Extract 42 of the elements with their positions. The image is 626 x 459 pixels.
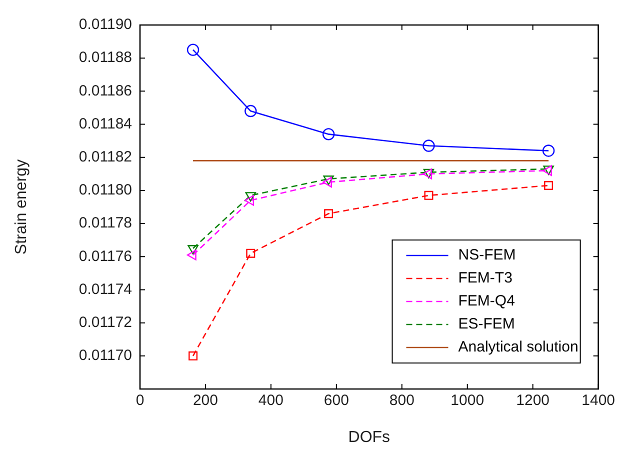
legend-label: FEM-Q4 [458,292,515,310]
x-tick-label: 1200 [516,392,550,410]
point [188,245,198,254]
y-tick-label: 0.01180 [78,182,132,199]
point [186,44,200,56]
x-tick-label: 400 [258,392,284,410]
x-tick-label: 1400 [582,392,616,410]
legend-label: NS-FEM [458,246,516,264]
point [188,351,198,360]
y-tick-label: 0.01178 [78,214,132,232]
point [422,140,435,152]
y-tick-label: 0.01188 [78,49,132,66]
y-tick-label: 0.01186 [78,82,132,100]
point [245,192,256,202]
y-tick-label: 0.01182 [78,148,132,166]
point [244,195,254,206]
x-tick-label: 0 [136,392,144,410]
point [324,209,334,218]
point [542,144,555,157]
point [544,181,554,190]
point [424,190,434,200]
point [323,176,334,185]
x-tick-label: 600 [324,392,349,410]
y-tick-label: 0.01176 [78,248,132,265]
legend-label: ES-FEM [458,316,515,333]
x-axis-title: DOFs [348,428,390,446]
legend-label: FEM-T3 [458,270,512,287]
point [244,104,257,118]
y-axis-title: Strain energy [13,159,30,255]
point [246,248,256,258]
y-tick-label: 0.01184 [78,115,132,132]
y-tick-label: 0.01170 [78,347,132,364]
x-tick-label: 200 [192,392,218,410]
point [186,250,196,260]
point [322,128,335,140]
legend-label: Analytical solution [458,338,578,356]
point [322,176,332,188]
x-tick-label: 1000 [450,392,484,410]
y-tick-label: 0.01174 [78,280,132,298]
x-tick-label: 800 [389,392,414,410]
y-tick-label: 0.01172 [78,314,132,331]
y-tick-label: 0.01190 [78,16,132,34]
